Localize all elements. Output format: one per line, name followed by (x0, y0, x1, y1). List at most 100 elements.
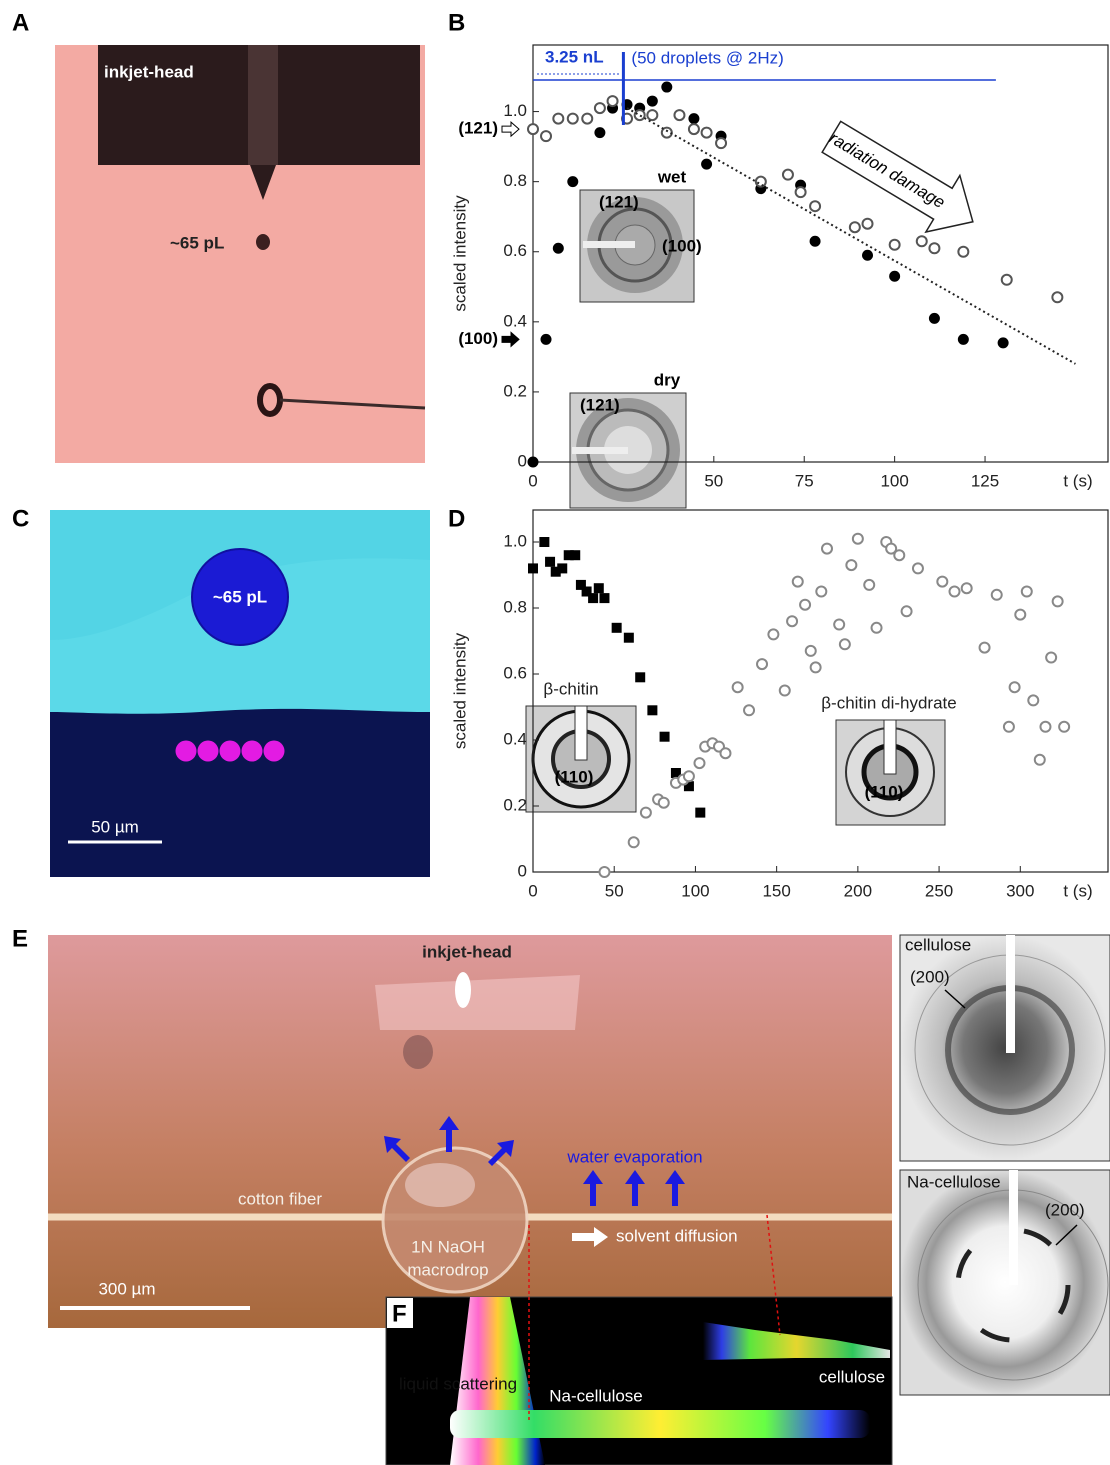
nozzle (248, 45, 278, 165)
x-axis-label: t (s) (1063, 881, 1092, 900)
point (937, 577, 947, 587)
point (660, 732, 669, 741)
point (850, 222, 860, 232)
inset-title: β-chitin (543, 679, 598, 698)
inset-title: β-chitin di-hydrate (821, 693, 956, 712)
point (1015, 610, 1025, 620)
inset-chitin (526, 706, 636, 812)
label: ~65 pL (170, 233, 224, 252)
x-axis-label: t (s) (1063, 471, 1092, 490)
point (594, 584, 603, 593)
point (929, 243, 939, 253)
point (595, 128, 605, 138)
droplet (242, 741, 263, 762)
label: ~65 pL (213, 587, 267, 606)
inset-label: (110) (555, 767, 594, 786)
point (1052, 292, 1062, 302)
point (716, 138, 726, 148)
series-arrow (502, 122, 519, 136)
series-label: (100) (458, 329, 498, 348)
x-tick-label: 100 (880, 471, 908, 490)
panel-label: E (12, 925, 28, 952)
point (958, 247, 968, 257)
label: macrodrop (407, 1260, 488, 1279)
point (806, 646, 816, 656)
droplet (220, 741, 241, 762)
point (733, 682, 743, 692)
x-tick-label: 300 (1006, 881, 1034, 900)
point (998, 338, 1008, 348)
point (913, 563, 923, 573)
y-tick-label: 0.6 (503, 241, 527, 260)
point (1010, 682, 1020, 692)
point (1028, 695, 1038, 705)
point (950, 587, 960, 597)
point (796, 187, 806, 197)
point (624, 633, 633, 642)
panel-label: C (12, 505, 29, 532)
y-tick-label: 0.8 (503, 597, 527, 616)
na-cellulose-band (450, 1410, 870, 1438)
series-label: (121) (458, 119, 498, 138)
point (568, 177, 578, 187)
label: solvent diffusion (616, 1226, 738, 1245)
point (702, 159, 712, 169)
panel-label: F (392, 1300, 407, 1327)
beamstop (1009, 1170, 1018, 1285)
inset-title: dry (654, 370, 681, 389)
x-tick-label: 200 (844, 881, 872, 900)
point (744, 705, 754, 715)
label: cellulose (819, 1367, 885, 1386)
point (793, 577, 803, 587)
label: 1N NaOH (411, 1237, 485, 1256)
y-tick-label: 1.0 (503, 531, 527, 550)
point (540, 538, 549, 547)
panel-label: D (448, 505, 465, 532)
point (582, 114, 592, 124)
series-arrow (502, 332, 519, 346)
point (528, 124, 538, 134)
point (1035, 755, 1045, 765)
point (863, 219, 873, 229)
point (629, 837, 639, 847)
point (689, 124, 699, 134)
point (958, 334, 968, 344)
label: inkjet-head (422, 942, 512, 961)
beamstop (884, 720, 896, 774)
point (822, 544, 832, 554)
page: A B C D E inkjet-head ~65 pL ~65 pL 50 µ… (0, 0, 1110, 1465)
point (608, 96, 618, 106)
point (600, 594, 609, 603)
inset-label: (110) (865, 782, 904, 801)
point (902, 606, 912, 616)
point (811, 662, 821, 672)
droplet (256, 234, 270, 250)
label: cotton fiber (238, 1189, 322, 1208)
point (810, 201, 820, 211)
point (674, 110, 684, 120)
point (810, 236, 820, 246)
point (694, 758, 704, 768)
y-tick-label: 0.2 (503, 795, 527, 814)
figure: A B C D E inkjet-head ~65 pL ~65 pL 50 µ… (0, 0, 1110, 1465)
point (890, 240, 900, 250)
y-axis-label: scaled intensity (450, 195, 469, 312)
droplet-row (176, 741, 285, 762)
point (840, 639, 850, 649)
point (872, 623, 882, 633)
point (1004, 722, 1014, 732)
label: Na-cellulose (907, 1172, 1001, 1191)
panel-label: A (12, 9, 29, 36)
point (546, 557, 555, 566)
point (846, 560, 856, 570)
beamstop (583, 241, 635, 248)
point (834, 620, 844, 630)
point (659, 798, 669, 808)
point (528, 457, 538, 467)
point (787, 616, 797, 626)
point (863, 250, 873, 260)
y-tick-label: 0.6 (503, 663, 527, 682)
x-tick-label: 250 (925, 881, 953, 900)
annotation: (50 droplets @ 2Hz) (631, 49, 783, 68)
point (589, 594, 598, 603)
